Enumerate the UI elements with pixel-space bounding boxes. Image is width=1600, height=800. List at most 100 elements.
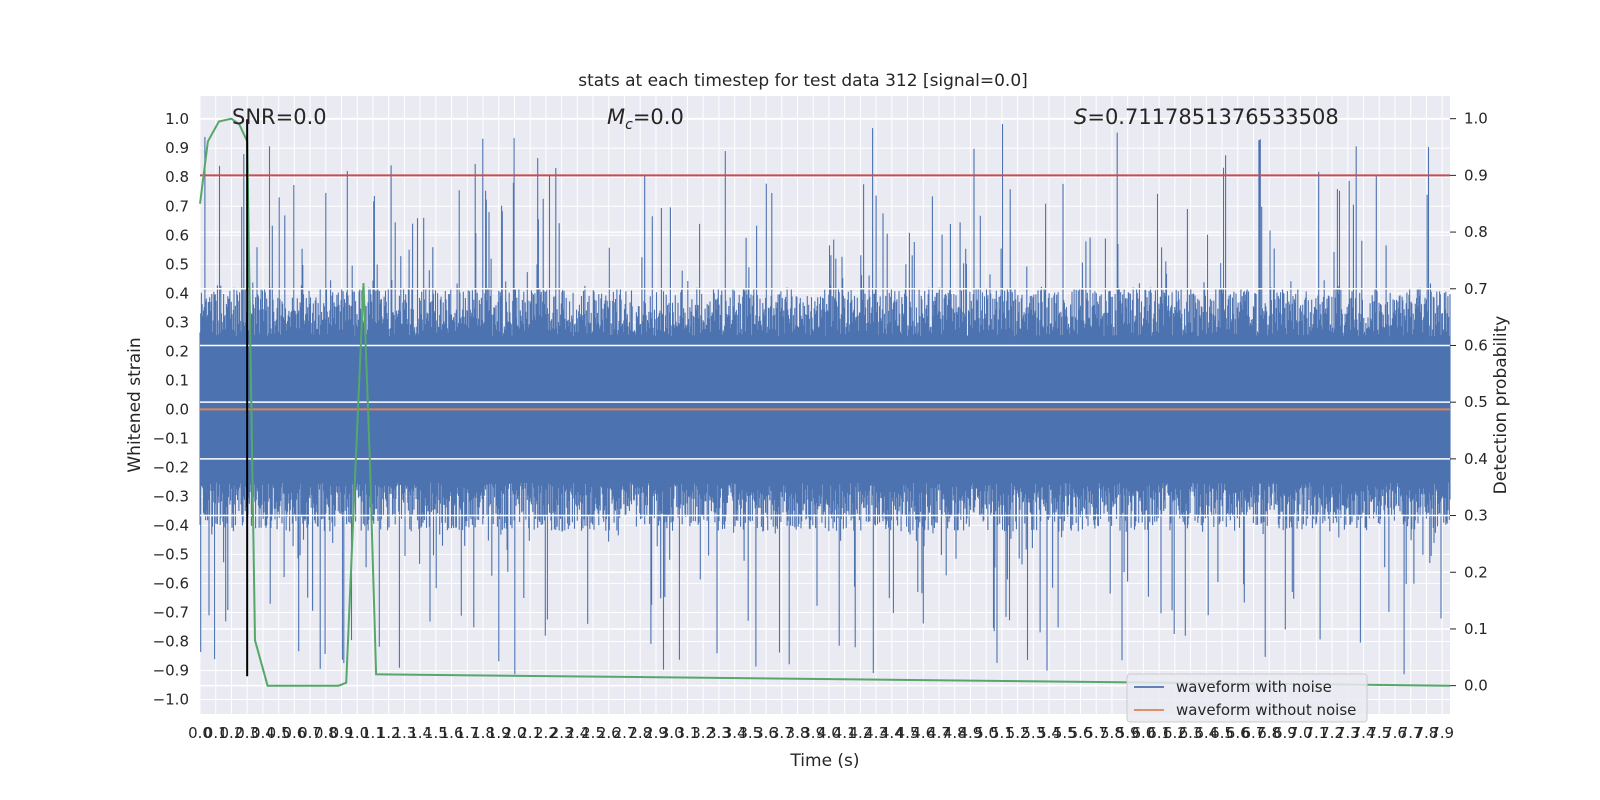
series-lines [199,117,1451,687]
y-tick-label: −0.6 [153,574,189,592]
x-tick-label: 7.2 [1320,724,1344,742]
y-tick-label: 0.6 [165,226,189,244]
x-tick-label: 1.4 [408,724,432,742]
x-tick-label: 0.8 [314,724,338,742]
x-tick-label: 7.5 [1367,724,1391,742]
x-tick-label: 1.3 [392,724,416,742]
x-tick-label: 5.3 [1021,724,1045,742]
x-tick-label: 0.0 [188,724,212,742]
x-tick-label: 7.4 [1352,724,1376,742]
x-tick-label: 3.3 [707,724,731,742]
y-tick-label: 0.8 [165,168,189,186]
legend-label-clean: waveform without noise [1176,701,1356,719]
x-tick-label: 0.5 [267,724,291,742]
y-tick-label: −0.5 [153,545,189,563]
y-axis-label: Whitened strain [125,337,145,472]
x-tick-label: 7.6 [1383,724,1407,742]
x-tick-label: 6.2 [1163,724,1187,742]
legend: waveform with noise waveform without noi… [1126,673,1368,723]
x-tick-label: 5.7 [1084,724,1108,742]
x-tick-label: 7.8 [1414,724,1438,742]
y2-tick-label: 0.4 [1464,450,1488,468]
x-tick-label: 1.5 [424,724,448,742]
y2-tick-label: 0.7 [1464,280,1488,298]
y-tick-label: −0.3 [153,487,189,505]
x-tick-label: 6.9 [1273,724,1297,742]
x-tick-label: 5.9 [1116,724,1140,742]
y2-tick-label: 0.3 [1464,507,1488,525]
x-tick-label: 6.1 [1147,724,1171,742]
x-tick-label: 4.8 [943,724,967,742]
x-tick-label: 6.7 [1242,724,1266,742]
x-tick-label: 2.8 [628,724,652,742]
x-tick-label: 4.6 [911,724,935,742]
x-tick-label: 4.3 [864,724,888,742]
x-tick-label: 0.6 [282,724,306,742]
y2-axis-label: Detection probability [1491,316,1511,495]
x-tick-label: 1.1 [361,724,385,742]
x-tick-label: 2.4 [565,724,589,742]
x-tick-label: 2.3 [550,724,574,742]
x-tick-label: 6.0 [1131,724,1155,742]
x-tick-label: 1.8 [471,724,495,742]
y-tick-label: −0.8 [153,632,189,650]
x-tick-label: 1.6 [440,724,464,742]
x-tick-label: 3.2 [691,724,715,742]
y-tick-label: 0.3 [165,313,189,331]
x-tick-label: 2.5 [581,724,605,742]
x-tick-label: 2.6 [597,724,621,742]
x-tick-label: 0.4 [251,724,275,742]
y2-tick-labels: 0.0 0.1 0.2 0.3 0.4 0.5 0.6 0.7 0.8 0.9 1.0 [1450,110,1488,695]
x-tick-label: 6.5 [1210,724,1234,742]
y-tick-label: −1.0 [153,690,189,708]
x-tick-label: 5.0 [974,724,998,742]
x-tick-label: 7.9 [1430,724,1454,742]
x-tick-label: 5.5 [1053,724,1077,742]
y-tick-label: 0.2 [165,342,189,360]
x-tick-label: 3.7 [770,724,794,742]
x-tick-label: 5.1 [990,724,1014,742]
x-tick-label: 7.7 [1399,724,1423,742]
x-tick-label: 1.2 [377,724,401,742]
y-tick-label: 0.4 [165,284,189,302]
x-tick-label: 4.0 [817,724,841,742]
y2-tick-label: 0.2 [1464,563,1488,581]
x-tick-label: 6.4 [1194,724,1218,742]
x-tick-label: 3.8 [786,724,810,742]
legend-box [1126,673,1368,723]
x-tick-label: 2.2 [534,724,558,742]
y2-tick-label: 1.0 [1464,110,1488,128]
x-tick-label: 5.6 [1069,724,1093,742]
x-tick-label: 5.2 [1006,724,1030,742]
y-tick-label: −0.2 [153,458,189,476]
x-tick-label: 4.7 [927,724,951,742]
y2-tick-label: 0.8 [1464,223,1488,241]
x-tick-label: 4.5 [896,724,920,742]
x-tick-label: 2.1 [518,724,542,742]
x-tick-label: 0.3 [235,724,259,742]
legend-label-noise: waveform with noise [1176,678,1332,696]
x-tick-label: 1.0 [345,724,369,742]
x-tick-label: 0.2 [220,724,244,742]
x-tick-label: 1.7 [455,724,479,742]
x-tick-label: 2.0 [503,724,527,742]
y-tick-label: −0.7 [153,603,189,621]
x-tick-label: 3.6 [754,724,778,742]
x-tick-label: 0.1 [204,724,228,742]
y-tick-label: 0.1 [165,371,189,389]
x-tick-label: 5.8 [1100,724,1124,742]
y-tick-label: −0.9 [153,661,189,679]
y-tick-label: 0.9 [165,139,189,157]
snr-annotation: SNR=0.0 [232,105,327,129]
x-tick-label: 2.9 [644,724,668,742]
s-annotation: S=0.7117851376533508 [1074,105,1339,129]
y-tick-label: −0.1 [153,429,189,447]
chart-title: stats at each timestep for test data 312… [578,71,1028,91]
y2-tick-label: 0.1 [1464,620,1488,638]
y-tick-label: 0.5 [165,255,189,273]
x-tick-label: 3.4 [723,724,747,742]
x-tick-label: 4.2 [848,724,872,742]
x-tick-label: 4.4 [880,724,904,742]
x-tick-label: 3.0 [660,724,684,742]
